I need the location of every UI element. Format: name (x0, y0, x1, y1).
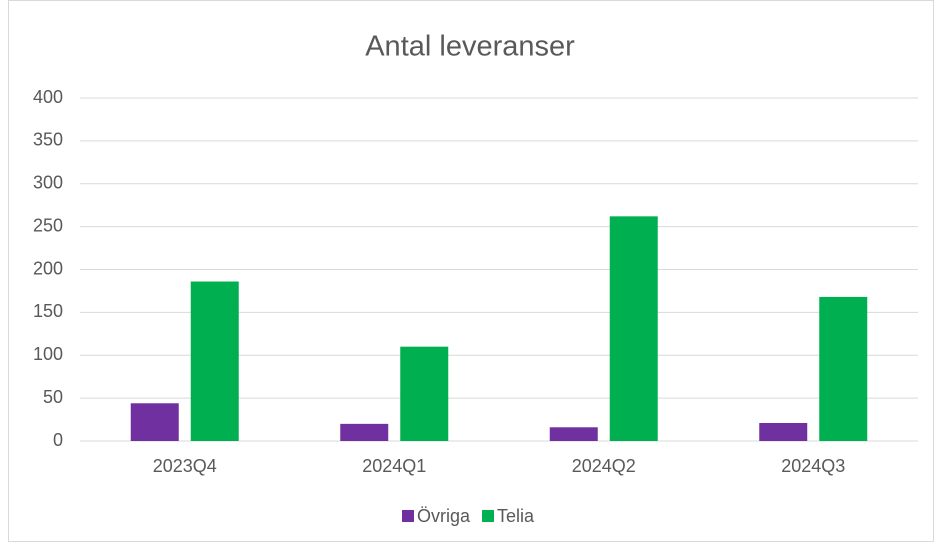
legend-swatch (402, 510, 414, 522)
y-tick-label: 350 (33, 130, 63, 150)
bar (190, 281, 239, 441)
bar (400, 346, 449, 441)
bar (609, 216, 658, 441)
y-tick-label: 150 (33, 301, 63, 321)
y-tick-label: 200 (33, 258, 63, 278)
y-tick-label: 50 (43, 387, 63, 407)
bar (759, 422, 808, 441)
x-tick-label: 2024Q3 (781, 456, 845, 476)
x-tick-label: 2023Q4 (153, 456, 217, 476)
bar (819, 296, 868, 441)
y-tick-label: 100 (33, 344, 63, 364)
x-tick-label: 2024Q1 (362, 456, 426, 476)
legend-label: Övriga (417, 506, 471, 526)
chart-title: Antal leveranser (365, 31, 575, 63)
legend-swatch (482, 510, 495, 522)
y-tick-label: 300 (33, 173, 63, 193)
y-tick-label: 250 (33, 215, 63, 235)
chart-frame (8, 0, 934, 542)
legend-label: Telia (497, 506, 535, 526)
bar (130, 403, 179, 441)
x-tick-label: 2024Q2 (572, 456, 636, 476)
bar (549, 427, 598, 441)
y-tick-label: 400 (33, 87, 63, 107)
y-tick-label: 0 (53, 430, 63, 450)
bar (340, 423, 389, 441)
